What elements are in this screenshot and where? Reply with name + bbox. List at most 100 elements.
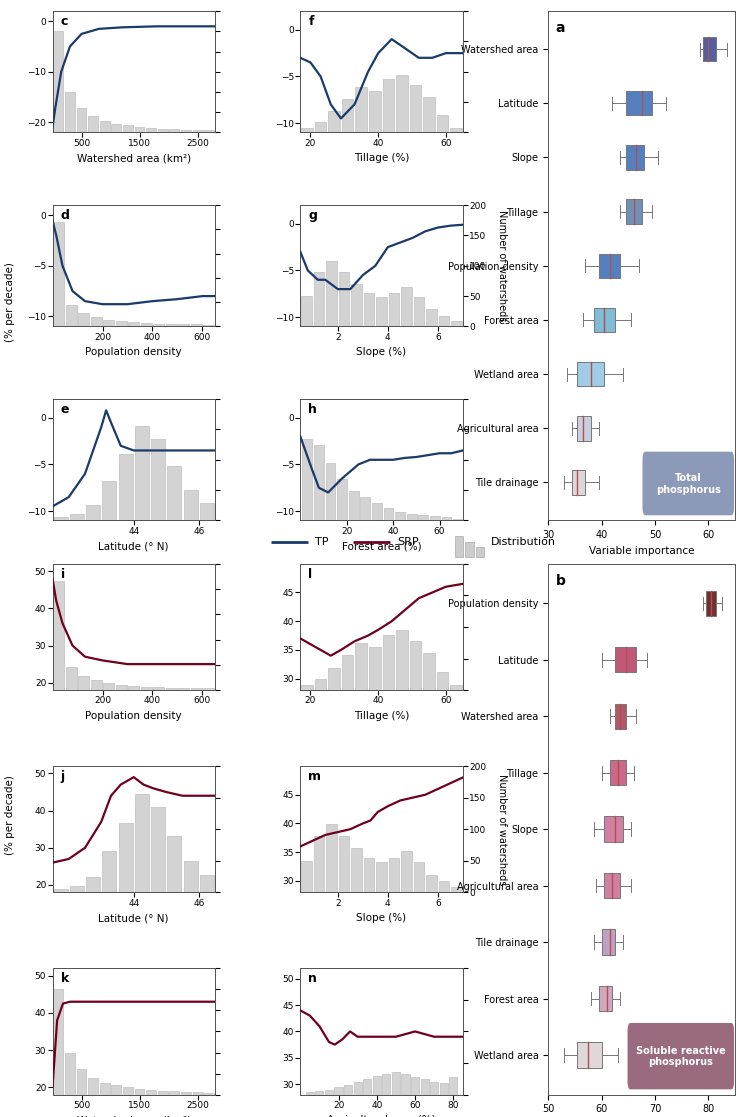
Bar [430, 516, 440, 521]
Bar [414, 862, 424, 892]
Bar [396, 75, 408, 133]
Bar [626, 145, 644, 170]
X-axis label: Latitude (° N): Latitude (° N) [98, 914, 169, 924]
Bar [602, 929, 615, 955]
Bar [53, 222, 64, 326]
Text: SRP: SRP [398, 537, 418, 547]
Bar [351, 848, 361, 892]
Text: Distribution: Distribution [490, 537, 556, 547]
Bar [53, 582, 64, 690]
X-axis label: Variable importance: Variable importance [589, 546, 694, 555]
X-axis label: Population density: Population density [86, 710, 182, 720]
Bar [450, 685, 462, 690]
Bar [118, 454, 133, 521]
Bar [328, 668, 340, 690]
Bar [598, 254, 620, 278]
Bar [369, 647, 380, 690]
Bar [376, 297, 387, 326]
Bar [103, 851, 116, 892]
Bar [326, 462, 335, 521]
X-axis label: Population density: Population density [86, 347, 182, 357]
Bar [578, 362, 604, 386]
Bar [626, 200, 641, 223]
Bar [191, 324, 202, 326]
Bar [302, 685, 313, 690]
Bar [419, 515, 428, 521]
Y-axis label: Number of watersheds: Number of watersheds [497, 773, 508, 885]
Bar [388, 293, 399, 326]
Bar [79, 676, 89, 690]
Bar [326, 261, 337, 326]
Bar [166, 324, 176, 326]
Bar [328, 112, 340, 133]
Bar [598, 986, 612, 1011]
Bar [353, 1082, 362, 1095]
Text: l: l [308, 567, 313, 581]
Bar [104, 684, 114, 690]
Bar [88, 1078, 98, 1095]
Bar [76, 1069, 86, 1095]
Bar [339, 836, 350, 892]
Text: a: a [556, 21, 565, 36]
Bar [326, 824, 337, 892]
Bar [578, 417, 591, 440]
Bar [181, 1091, 191, 1095]
Bar [349, 491, 358, 521]
Bar [54, 889, 68, 892]
Text: j: j [61, 770, 64, 783]
Bar [170, 130, 179, 133]
Bar [104, 319, 114, 326]
Bar [423, 653, 435, 690]
X-axis label: Watershed area (km²): Watershed area (km²) [76, 1116, 190, 1117]
Bar [70, 514, 84, 521]
Bar [383, 508, 394, 521]
Bar [204, 131, 214, 133]
Bar [455, 536, 464, 557]
Bar [100, 1082, 109, 1095]
Bar [91, 317, 101, 326]
Bar [442, 517, 452, 521]
Text: Increase in SRP concentrations
(% per decade): Increase in SRP concentrations (% per de… [0, 735, 14, 896]
Bar [395, 512, 405, 521]
Bar [200, 504, 214, 521]
Bar [439, 315, 449, 326]
Y-axis label: Number of watersheds: Number of watersheds [497, 210, 508, 322]
X-axis label: Slope (%): Slope (%) [356, 914, 407, 924]
Bar [184, 490, 197, 521]
X-axis label: Tillage (%): Tillage (%) [354, 153, 410, 163]
Bar [339, 271, 350, 326]
Bar [706, 591, 716, 615]
Bar [439, 881, 449, 892]
Bar [152, 439, 165, 521]
Bar [452, 321, 462, 326]
Bar [410, 85, 422, 133]
Bar [66, 667, 76, 690]
Bar [166, 688, 176, 690]
Text: m: m [308, 770, 322, 783]
Bar [200, 875, 214, 892]
Bar [372, 504, 382, 521]
X-axis label: Watershed area (km²): Watershed area (km²) [76, 153, 190, 163]
Bar [135, 427, 148, 521]
Bar [100, 121, 109, 133]
Bar [453, 518, 463, 521]
Bar [134, 1089, 145, 1095]
Bar [421, 1079, 429, 1095]
Bar [134, 126, 145, 133]
Bar [382, 79, 394, 133]
Text: i: i [61, 567, 64, 581]
Bar [53, 990, 63, 1095]
Bar [452, 887, 462, 892]
Bar [302, 127, 313, 133]
Bar [178, 688, 189, 690]
Bar [436, 672, 448, 690]
Bar [167, 836, 182, 892]
Bar [158, 128, 168, 133]
Bar [411, 1077, 419, 1095]
Bar [376, 862, 387, 892]
Bar [193, 1092, 202, 1095]
Bar [112, 1086, 122, 1095]
Bar [170, 1091, 179, 1095]
Bar [315, 679, 326, 690]
Bar [306, 1092, 314, 1095]
